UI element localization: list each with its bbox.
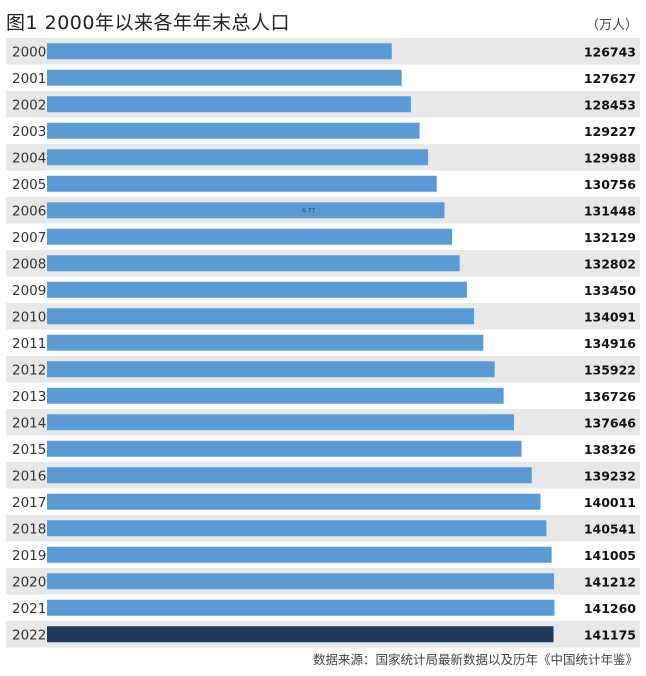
value-label: 140541	[584, 521, 636, 536]
bar-2005	[47, 175, 437, 192]
value-label: 132802	[584, 256, 636, 271]
bar-2007	[47, 228, 453, 245]
year-label: 2014	[12, 415, 46, 431]
value-label: 126743	[584, 44, 636, 59]
value-label: 129227	[584, 124, 636, 139]
bar-2019	[47, 546, 552, 563]
year-label: 2003	[12, 124, 46, 140]
year-label: 2011	[12, 336, 46, 352]
value-label: 135922	[584, 362, 636, 377]
bar-2001	[47, 69, 402, 86]
value-label: 133450	[584, 283, 636, 298]
source-note: 数据来源：国家统计局最新数据以及历年《中国统计年鉴》	[312, 652, 638, 667]
year-label: 2017	[12, 495, 46, 511]
unit-label: （万人）	[585, 18, 638, 33]
value-label: 136726	[584, 389, 636, 404]
bar-2008	[47, 255, 460, 272]
bar-2013	[47, 387, 504, 404]
value-label: 129988	[584, 150, 636, 165]
year-label: 2015	[12, 442, 46, 458]
year-label: 2005	[12, 177, 46, 193]
year-label: 2022	[12, 627, 46, 643]
value-label: 128453	[584, 97, 636, 112]
year-label: 2000	[12, 44, 46, 60]
bar-2002	[47, 96, 411, 113]
year-label: 2013	[12, 389, 46, 405]
value-label: 141005	[584, 548, 636, 563]
value-label: 139232	[584, 468, 636, 483]
year-label: 2016	[12, 468, 46, 484]
bar-annotation: 6.77	[302, 207, 316, 214]
year-label: 2018	[12, 521, 46, 537]
value-label: 141212	[584, 574, 636, 589]
year-label: 2004	[12, 150, 46, 166]
bar-2020	[47, 573, 554, 590]
bar-2016	[47, 467, 532, 484]
value-label: 130756	[584, 177, 636, 192]
bar-2022	[47, 626, 554, 643]
bar-2017	[47, 493, 541, 510]
year-label: 2001	[12, 71, 46, 87]
year-label: 2019	[12, 548, 46, 564]
value-label: 141175	[584, 627, 636, 642]
year-label: 2006	[12, 203, 46, 219]
bar-2015	[47, 440, 522, 457]
value-label: 141260	[584, 601, 636, 616]
value-label: 138326	[584, 442, 636, 457]
year-label: 2002	[12, 97, 46, 113]
bar-2009	[47, 281, 467, 298]
bar-2014	[47, 414, 514, 431]
value-label: 134091	[584, 309, 636, 324]
year-label: 2021	[12, 601, 46, 617]
year-label: 2008	[12, 256, 46, 272]
bar-2021	[47, 599, 555, 616]
bar-2018	[47, 520, 547, 537]
value-label: 132129	[584, 230, 636, 245]
bar-2012	[47, 361, 495, 378]
bar-2010	[47, 308, 475, 325]
value-label: 127627	[584, 71, 636, 86]
bar-2006	[47, 202, 445, 219]
bar-2004	[47, 149, 429, 166]
value-label: 131448	[584, 203, 636, 218]
value-label: 140011	[584, 495, 636, 510]
year-label: 2007	[12, 230, 46, 246]
bar-2000	[47, 43, 392, 60]
chart-title: 图1 2000年以来各年年末总人口	[6, 12, 290, 34]
year-label: 2012	[12, 362, 46, 378]
year-label: 2009	[12, 283, 46, 299]
year-label: 2010	[12, 309, 46, 325]
bar-2011	[47, 334, 484, 351]
value-label: 134916	[584, 336, 636, 351]
year-label: 2020	[12, 574, 46, 590]
value-label: 137646	[584, 415, 636, 430]
bar-2003	[47, 122, 420, 139]
